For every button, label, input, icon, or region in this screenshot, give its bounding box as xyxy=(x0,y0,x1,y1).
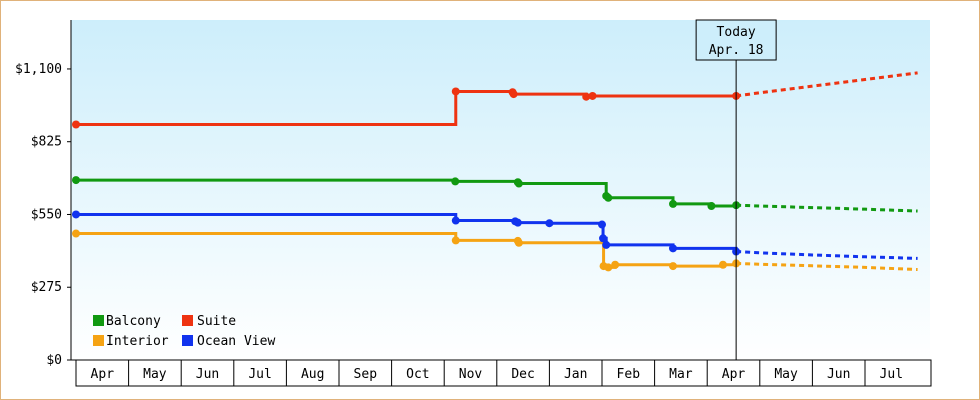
series-forecast-balcony xyxy=(736,203,918,213)
x-tick-label: May xyxy=(774,367,798,382)
data-point xyxy=(669,262,678,271)
legend-swatch-balcony xyxy=(93,315,104,326)
data-point xyxy=(514,238,523,247)
legend-label-suite: Suite xyxy=(197,314,236,329)
legend: Balcony Suite Interior Ocean View xyxy=(93,314,275,349)
data-point xyxy=(72,120,80,129)
data-point xyxy=(582,92,591,101)
data-point xyxy=(72,176,80,185)
data-point xyxy=(451,177,460,186)
x-tick-label: Oct xyxy=(406,367,429,382)
y-tick-label: $275 xyxy=(31,280,62,295)
y-tick-label: $1,100 xyxy=(15,62,62,77)
y-axis-ticks: $0 $275 $550 $825 $1,100 xyxy=(15,62,71,368)
x-tick-label: Jan xyxy=(564,367,587,382)
data-point xyxy=(718,260,727,269)
legend-label-balcony: Balcony xyxy=(106,314,161,329)
data-point xyxy=(669,199,678,208)
data-point xyxy=(72,210,80,219)
data-point xyxy=(451,216,460,225)
data-point xyxy=(451,236,460,245)
x-tick-label: Jul xyxy=(880,367,903,382)
x-tick-label: May xyxy=(143,367,167,382)
data-point xyxy=(611,260,620,269)
today-label-line2: Apr. 18 xyxy=(709,43,764,58)
x-axis-ticks: Apr May Jun Jul Aug Sep Oct Nov Dec Jan Feb Mar Apr M… xyxy=(75,359,932,387)
legend-swatch-suite xyxy=(182,315,193,326)
series-forecast-ocean-view xyxy=(736,250,918,260)
data-point xyxy=(451,87,460,96)
data-point xyxy=(513,218,522,227)
x-tick-label: Jul xyxy=(248,367,271,382)
x-tick-label: Jun xyxy=(827,367,850,382)
data-point xyxy=(598,220,606,229)
legend-label-ocean-view: Ocean View xyxy=(197,334,275,349)
legend-swatch-interior xyxy=(93,335,104,346)
data-point xyxy=(599,234,608,243)
data-point xyxy=(514,179,523,188)
x-tick-label: Dec xyxy=(511,367,534,382)
data-point xyxy=(707,202,716,211)
data-point xyxy=(588,91,597,100)
today-box xyxy=(695,19,777,61)
y-tick-label: $825 xyxy=(31,135,62,150)
data-point xyxy=(72,229,80,238)
data-point xyxy=(604,263,613,272)
x-tick-label: Apr xyxy=(722,367,746,382)
x-tick-label: Mar xyxy=(669,367,693,382)
plot-area xyxy=(71,20,930,360)
x-tick-label: Nov xyxy=(459,367,483,382)
x-tick-label: Aug xyxy=(301,367,324,382)
data-point xyxy=(602,240,611,249)
series-forecast-interior xyxy=(736,261,918,272)
x-tick-label: Jun xyxy=(196,367,219,382)
data-point xyxy=(509,90,518,99)
today-label-line1: Today xyxy=(717,25,756,40)
y-tick-label: $550 xyxy=(31,207,62,222)
legend-label-interior: Interior xyxy=(106,334,169,349)
x-axis-band xyxy=(75,359,932,387)
series-layer xyxy=(72,71,918,272)
data-point xyxy=(545,219,554,228)
x-tick-label: Sep xyxy=(354,367,378,382)
data-point xyxy=(604,193,613,202)
x-tick-label: Apr xyxy=(91,367,115,382)
series-line-suite xyxy=(76,89,737,127)
data-point xyxy=(669,244,678,253)
x-tick-label: Feb xyxy=(617,367,641,382)
series-forecast-suite xyxy=(735,71,918,98)
today-marker: Today Apr. 18 xyxy=(695,19,777,360)
legend-swatch-ocean-view xyxy=(182,335,193,346)
y-tick-label: $0 xyxy=(46,353,62,368)
